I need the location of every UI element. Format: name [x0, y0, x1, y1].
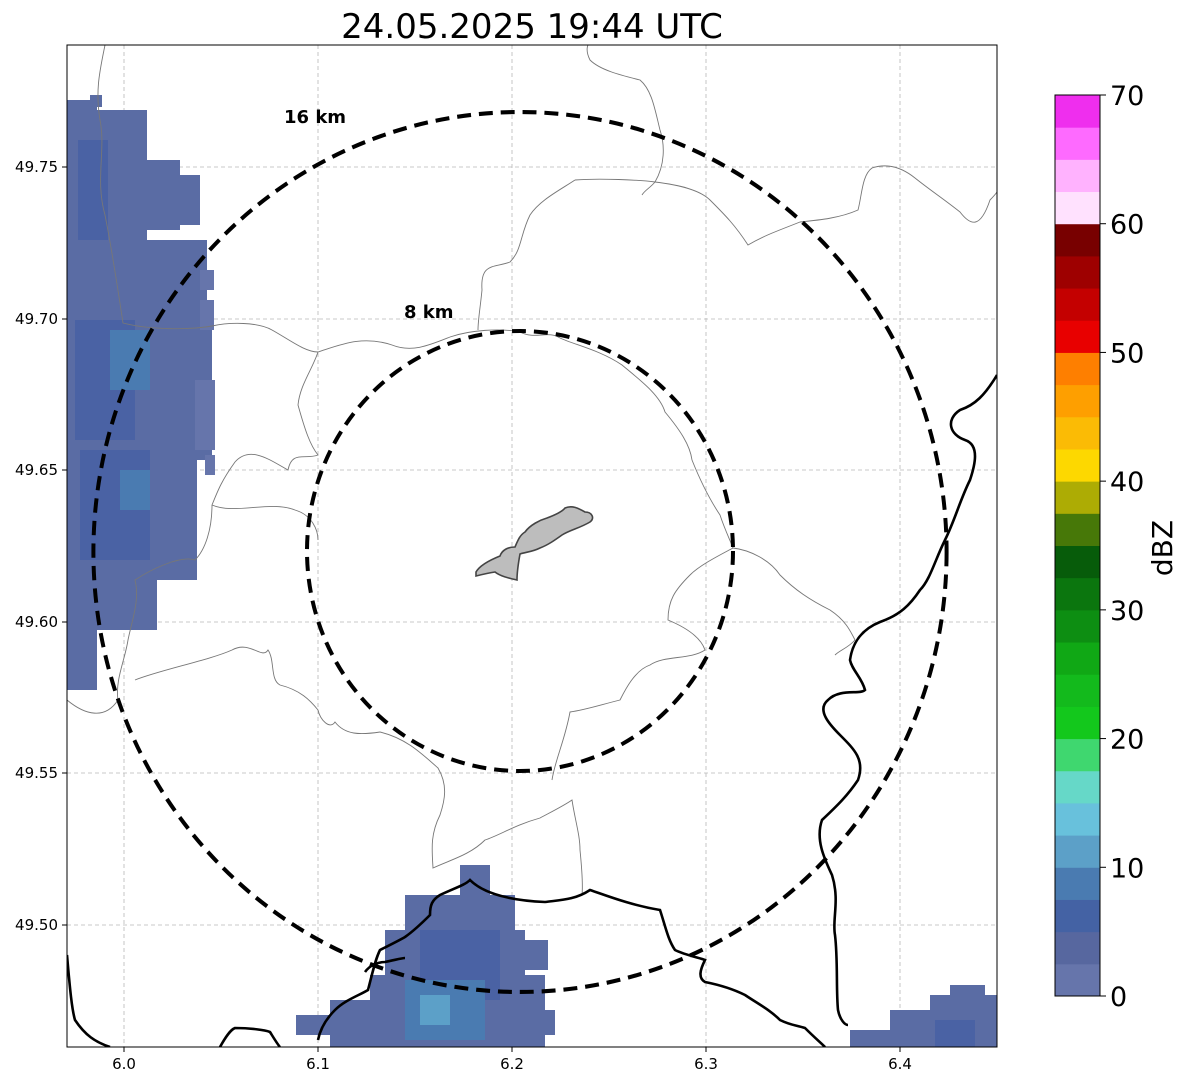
x-tick-label: 6.1	[306, 1055, 330, 1073]
colorbar-swatch	[1055, 320, 1100, 353]
colorbar-swatch	[1055, 159, 1100, 193]
y-tick-label: 49.75	[15, 158, 58, 176]
y-tick-label: 49.65	[15, 461, 58, 479]
colorbar-tick-label: 60	[1110, 210, 1144, 241]
colorbar-swatch	[1055, 674, 1100, 707]
colorbar-swatch	[1055, 609, 1100, 643]
range-ring-8km	[305, 329, 735, 773]
colorbar-swatch	[1055, 835, 1100, 868]
colorbar-swatch	[1055, 738, 1100, 772]
y-tick-label: 49.60	[15, 613, 58, 631]
colorbar-swatch	[1055, 191, 1100, 225]
colorbar-tick-label: 40	[1110, 467, 1144, 498]
y-tick-label: 49.70	[15, 310, 58, 328]
colorbar-swatch	[1055, 931, 1100, 965]
colorbar-swatch	[1055, 95, 1100, 128]
map-title: 24.05.2025 19:44 UTC	[341, 7, 723, 47]
colorbar-swatch	[1055, 642, 1100, 675]
colorbar-swatch	[1055, 513, 1100, 546]
colorbar-swatch	[1055, 416, 1100, 450]
colorbar-swatch	[1055, 127, 1100, 160]
colorbar-swatch	[1055, 577, 1100, 611]
y-tick-label: 49.55	[15, 764, 58, 782]
x-tick-label: 6.4	[888, 1055, 912, 1073]
radar-reflectivity-west	[67, 95, 215, 690]
x-tick-label: 6.2	[500, 1055, 524, 1073]
colorbar-tick-label: 70	[1110, 81, 1144, 112]
colorbar-swatch	[1055, 899, 1100, 933]
y-tick-label: 49.50	[15, 916, 58, 934]
colorbar-tick-label: 0	[1110, 982, 1127, 1013]
colorbar-swatch	[1055, 706, 1100, 740]
x-tick-label: 6.3	[694, 1055, 718, 1073]
colorbar-swatches	[1055, 95, 1100, 997]
colorbar-swatch	[1055, 352, 1100, 386]
colorbar-swatch	[1055, 255, 1100, 289]
colorbar-tick-label: 30	[1110, 596, 1144, 627]
x-tick-label: 6.0	[112, 1055, 136, 1073]
colorbar-swatch	[1055, 223, 1100, 257]
colorbar-tick-label: 10	[1110, 853, 1144, 884]
colorbar-swatch	[1055, 448, 1100, 482]
map-frame	[66, 44, 998, 1048]
x-axis: 6.0 6.1 6.2 6.3 6.4	[112, 1047, 912, 1073]
colorbar-ticks: 0 10 20 30 40 50 60 70	[1100, 81, 1144, 1013]
colorbar-swatch	[1055, 288, 1100, 321]
colorbar: 0 10 20 30 40 50 60 70 dBZ	[1054, 81, 1179, 1013]
colorbar-tick-label: 50	[1110, 338, 1144, 369]
colorbar-swatch	[1055, 867, 1100, 900]
colorbar-swatch	[1055, 481, 1100, 514]
range-ring-8km-label: 8 km	[404, 302, 454, 323]
admin-boundaries	[67, 45, 997, 896]
y-axis: 49.50 49.55 49.60 49.65 49.70 49.75	[15, 158, 67, 934]
colorbar-swatch	[1055, 545, 1100, 579]
radar-reflectivity-southeast	[850, 985, 997, 1047]
range-ring-16km	[91, 109, 949, 995]
colorbar-frame	[1054, 94, 1101, 997]
colorbar-swatch	[1055, 963, 1100, 997]
colorbar-tick-label: 20	[1110, 725, 1144, 756]
colorbar-swatch	[1055, 770, 1100, 804]
city-outline	[475, 505, 594, 581]
colorbar-label: dBZ	[1146, 520, 1179, 576]
map-panel: 16 km 8 km	[66, 44, 998, 1048]
national-borders	[67, 374, 997, 1047]
range-ring-16km-label: 16 km	[284, 107, 346, 128]
colorbar-swatch	[1055, 802, 1100, 836]
colorbar-swatch	[1055, 384, 1100, 418]
